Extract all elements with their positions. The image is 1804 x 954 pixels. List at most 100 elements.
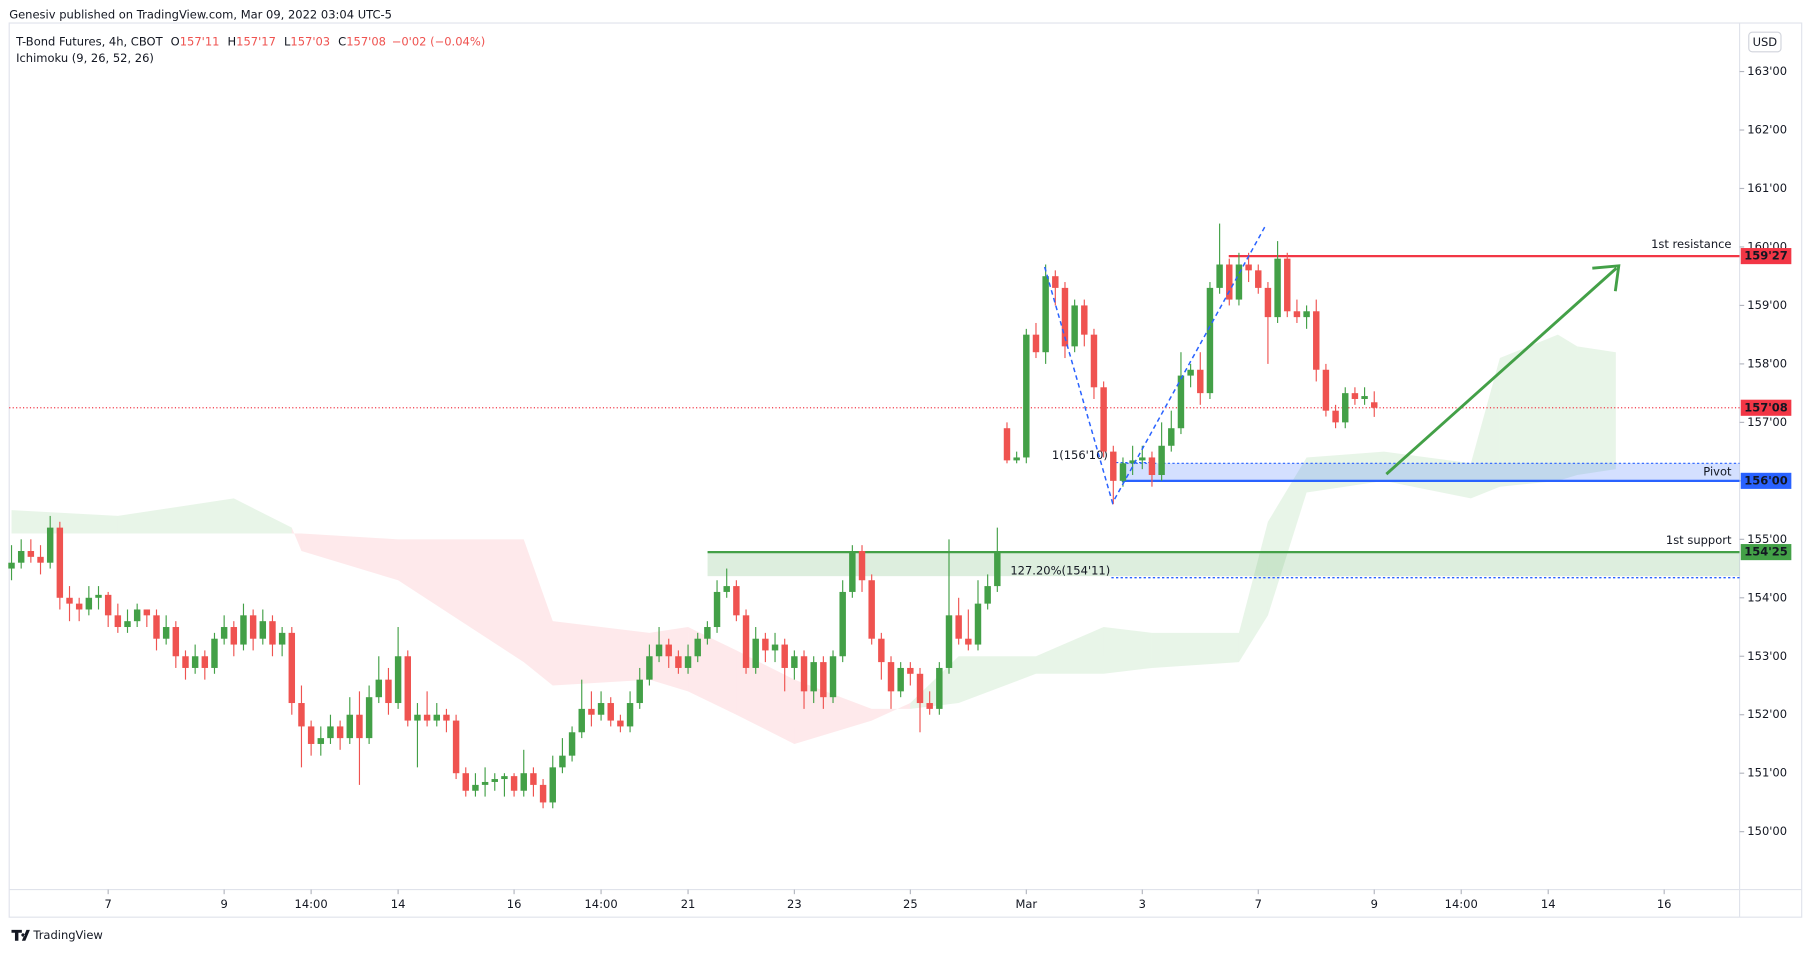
cloud-segment [1499, 334, 1558, 487]
candle-body [1013, 457, 1020, 461]
levels: 1st resistance Pivot 1st support 1(156'10) 1… [9, 237, 1740, 579]
cloud-segment [1151, 632, 1239, 668]
candle-body [172, 627, 180, 657]
candle-body [800, 656, 808, 692]
cloud-segment [1557, 334, 1578, 481]
candle-body [781, 644, 788, 668]
price-tag-label: 154'25 [1744, 545, 1788, 559]
cloud-segment [1103, 627, 1152, 674]
price-tag [1740, 472, 1792, 489]
candle-body [95, 594, 102, 598]
y-tick-label: 159'00 [1747, 298, 1787, 312]
candle-body [1264, 287, 1272, 318]
y-tick-label: 157'00 [1747, 415, 1787, 429]
candle-body [1158, 445, 1165, 475]
candle-body [501, 776, 508, 780]
logo-mark [11, 929, 30, 941]
fib-leg [1043, 225, 1267, 505]
candle-body [762, 638, 769, 651]
y-tick-label: 150'00 [1747, 824, 1787, 838]
candle-body [375, 679, 383, 698]
candle-body [1245, 264, 1252, 271]
candle-body [1293, 311, 1301, 318]
candle-body [1168, 428, 1175, 446]
candle-body [1197, 369, 1204, 394]
candle-body [1032, 334, 1040, 353]
candle-body [288, 632, 296, 704]
x-tick-label: Mar [1015, 897, 1037, 911]
candle-body [1351, 393, 1359, 399]
x-tick-label: 9 [220, 897, 227, 911]
candle-body [1177, 375, 1185, 429]
candle-body [646, 656, 653, 680]
candle-body [211, 638, 218, 668]
candle-body [723, 586, 730, 592]
candle-body [1052, 276, 1059, 288]
candle-body [510, 776, 518, 791]
candle-body [897, 667, 904, 692]
y-tick-label: 151'00 [1747, 766, 1787, 780]
candle-body [1342, 393, 1349, 423]
candle-body [133, 609, 141, 622]
candle-body [346, 714, 354, 739]
candle-body [1206, 287, 1214, 394]
candle-body [597, 703, 605, 715]
trend-arrow-head [1592, 264, 1621, 292]
cloud-segment [233, 498, 292, 534]
candle-body [1003, 428, 1011, 461]
candle-body [1361, 396, 1368, 399]
cloud-segment [195, 498, 234, 534]
candle-body [1255, 270, 1262, 288]
y-tick-label: 154'00 [1747, 590, 1787, 604]
candle-body [994, 551, 1001, 587]
support-zone [707, 552, 1740, 577]
candle-body [568, 732, 576, 756]
price-tag-label: 157'08 [1744, 400, 1788, 414]
legend-title: T-Bond Futures, 4h, CBOT [15, 34, 163, 48]
trend-arrow [1385, 267, 1618, 476]
fib-label: 127.20%(154'11) [1010, 563, 1110, 577]
candle-body [945, 615, 953, 668]
currency-box [1748, 31, 1782, 53]
indicator-label: Ichimoku (9, 26, 52, 26) [16, 51, 154, 65]
candle-body [143, 609, 151, 616]
candle-body [491, 779, 498, 782]
x-tick-label: 9 [1371, 897, 1378, 911]
cloud-segment [523, 539, 553, 686]
candle-body [1023, 334, 1030, 458]
candle-body [1187, 369, 1194, 376]
cloud-segment [1306, 451, 1384, 493]
candle-body [1129, 460, 1136, 464]
candle-body [46, 527, 54, 563]
candle-body [839, 591, 846, 657]
candle-body [85, 597, 93, 610]
candle-body [636, 679, 643, 704]
candle-body [1148, 457, 1156, 475]
candle-body [1119, 463, 1127, 481]
candle-body [220, 627, 228, 639]
candle-body [684, 656, 692, 668]
legend-value: 157'08 [346, 34, 386, 48]
candle-body [1081, 305, 1088, 335]
candle-body [317, 738, 325, 744]
candle-body [104, 594, 112, 616]
candle-body [336, 726, 344, 739]
candle-body [365, 697, 373, 739]
candle-body [278, 632, 286, 645]
candle-body [230, 627, 238, 645]
candle-body [810, 662, 817, 692]
candle-body [742, 615, 750, 668]
candle-body [626, 703, 634, 727]
x-tick-label: 14 [1541, 897, 1556, 911]
legend-line: T-Bond Futures, 4h, CBOT O157'11 H157'17 L1… [15, 34, 485, 48]
cloud-segment [1267, 457, 1307, 616]
legend-value: 157'17 [236, 34, 276, 48]
candle-body [984, 586, 991, 604]
y-tick-label: 152'00 [1747, 707, 1787, 721]
legend: T-Bond Futures, 4h, CBOT O157'11 H157'17 L1… [15, 34, 485, 65]
candle-body [887, 662, 895, 692]
candle-body [617, 720, 624, 727]
resistance-label: 1st resistance [1651, 237, 1731, 251]
candle-body [356, 714, 363, 739]
legend-value: 157'03 [290, 34, 330, 48]
